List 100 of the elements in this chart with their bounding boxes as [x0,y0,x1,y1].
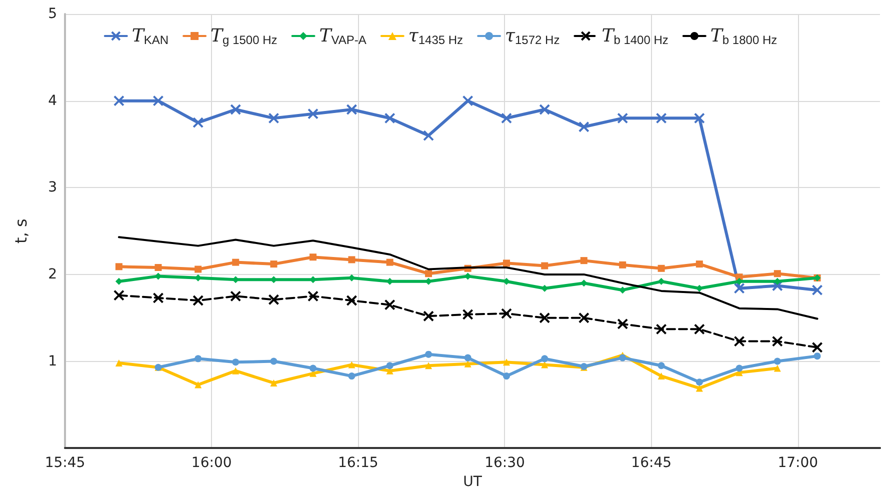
point [578,121,590,132]
y-tick-label: 2 [48,266,57,282]
point [696,384,703,392]
point [619,286,626,294]
point [734,282,745,294]
point [658,264,665,272]
point [541,361,548,368]
point [619,261,626,268]
point [192,295,204,306]
point [268,294,280,306]
point [232,367,240,374]
x-tick-label: 16:15 [338,455,378,472]
point [386,258,394,266]
point [348,256,356,264]
point [462,95,474,106]
point [270,379,278,386]
line-series [118,236,818,320]
point [346,295,358,306]
point [154,264,162,272]
point [503,372,510,380]
point [194,355,202,362]
legend-label: τ1435 Hz [408,26,464,47]
point [464,272,472,280]
point [348,361,356,368]
point [308,290,319,302]
point [658,372,665,380]
point [346,104,358,115]
point [113,95,124,106]
point [656,324,667,335]
point [194,381,202,388]
point [772,336,783,347]
point [696,260,703,268]
point [694,112,705,124]
x-tick-label: 15:45 [44,455,86,472]
y-tick-label: 1 [48,353,57,370]
x-tick-label: 16:30 [484,455,525,472]
point [580,257,588,264]
point [501,308,512,320]
x-tick-label: 17:00 [778,455,818,472]
point [578,312,590,324]
point [115,263,122,270]
y-tick-label: 4 [48,92,58,109]
point [386,362,394,370]
point [658,278,665,285]
point [774,358,781,365]
point [270,358,278,365]
x-tick-label: 16:00 [191,455,232,472]
legend-label: Tb 1400 Hz [602,26,668,47]
y-tick-label: 3 [48,180,57,196]
point [425,270,432,278]
point [658,362,665,370]
point [541,262,548,270]
legend-label: τ1572 Hz [505,26,560,47]
x-tick-label: 16:45 [631,455,672,472]
point [270,260,278,268]
point [539,104,550,115]
point [696,284,703,292]
y-axis-title: t, s [12,218,30,244]
point [774,270,781,278]
point [812,342,823,353]
point [462,308,474,320]
point [152,95,164,106]
point [192,117,204,128]
point [812,284,823,296]
point [617,318,628,330]
point [619,354,626,362]
point [696,378,703,386]
point [734,336,745,347]
point [501,112,512,124]
point [694,324,705,335]
point [774,364,781,372]
legend-label: TVAP-A [319,26,366,47]
point [503,278,510,285]
point [541,355,548,362]
point [503,358,510,366]
point [425,350,432,358]
point [348,372,356,380]
point [194,266,202,273]
y-tick-label: 5 [48,6,57,22]
point [230,290,242,302]
point [310,364,317,372]
point [464,360,472,368]
point [232,258,240,266]
point [232,358,240,366]
legend-label: Tb 1800 Hz [710,26,778,47]
x-axis-title: UT [463,474,482,490]
point [539,312,550,324]
point [152,292,164,304]
point [384,112,396,124]
point [113,290,124,301]
point [308,108,319,120]
point [384,299,396,310]
point [268,112,280,124]
legend-label: TKAN [132,26,169,47]
point [423,130,434,142]
point [310,254,317,261]
point [464,354,472,362]
point [736,364,743,372]
point [115,278,122,285]
legend-label: Tg 1500 Hz [210,26,278,47]
